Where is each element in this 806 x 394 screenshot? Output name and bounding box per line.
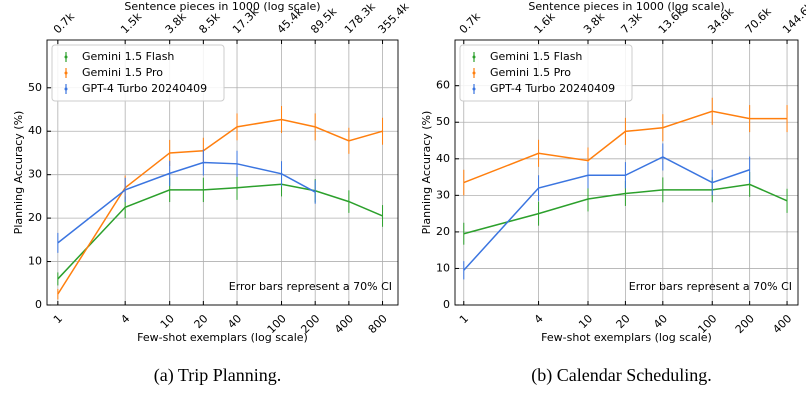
plot-frame <box>454 39 799 306</box>
legend-label: GPT-4 Turbo 20240409 <box>82 82 207 95</box>
y-tick-label: 40 <box>436 152 450 165</box>
x2-tick-label: 0.7k <box>51 10 78 37</box>
x2-tick-label: 178.3k <box>342 0 378 36</box>
legend-label: Gemini 1.5 Flash <box>82 50 174 63</box>
x-tick-label: 20 <box>192 312 211 331</box>
x-tick-label: 400 <box>332 312 356 336</box>
legend-swatch-dot <box>64 87 68 91</box>
x2-axis-label: Sentence pieces in 1000 (log scale) <box>124 0 320 13</box>
x2-tick-label: 1.5k <box>118 10 145 37</box>
x2-tick-label: 70.6k <box>743 5 774 36</box>
series-line <box>57 118 383 295</box>
x2-tick-label: 355.4k <box>376 0 412 36</box>
y-tick-label: 0 <box>443 298 450 311</box>
x2-tick-label: 0.7k <box>457 10 484 37</box>
x2-tick-label: 3.8k <box>581 10 608 37</box>
x-tick-label: 800 <box>366 312 390 336</box>
x2-axis-label: Sentence pieces in 1000 (log scale) <box>528 0 724 13</box>
x2-tick-label: 8.5k <box>196 10 223 37</box>
x2-tick-label: 144.6k <box>780 0 806 36</box>
legend-swatch-dot <box>472 55 476 59</box>
x-tick-label: 400 <box>770 312 794 336</box>
plot-frame <box>46 39 399 306</box>
y-tick-label: 20 <box>28 211 42 224</box>
series-line <box>57 183 383 280</box>
y-tick-label: 10 <box>436 261 450 274</box>
x-tick-label: 4 <box>532 312 546 326</box>
x-tick-label: 10 <box>576 312 595 331</box>
y-tick-label: 0 <box>35 298 42 311</box>
legend-label: Gemini 1.5 Flash <box>490 50 582 63</box>
x-tick-label: 200 <box>733 312 757 336</box>
x-axis-label: Few-shot exemplars (log scale) <box>541 331 712 344</box>
series-line <box>463 183 788 235</box>
y-tick-label: 30 <box>436 188 450 201</box>
legend-box <box>51 44 225 102</box>
legend-swatch-dot <box>472 87 476 91</box>
legend-label: Gemini 1.5 Pro <box>490 66 571 79</box>
x2-tick-label: 7.3k <box>618 10 645 37</box>
legend-swatch-dot <box>472 71 476 75</box>
y-tick-label: 50 <box>28 81 42 94</box>
annotation: Error bars represent a 70% CI <box>629 280 792 293</box>
y-tick-label: 50 <box>436 115 450 128</box>
x2-tick-label: 1.6k <box>532 10 559 37</box>
y-tick-label: 20 <box>436 225 450 238</box>
legend-swatch-dot <box>64 71 68 75</box>
x2-tick-label: 3.8k <box>163 10 190 37</box>
x-tick-label: 1 <box>51 312 65 326</box>
series-line <box>463 110 788 184</box>
y-axis-label: Planning Accuracy (%) <box>420 111 433 235</box>
x-axis-label: Few-shot exemplars (log scale) <box>137 331 308 344</box>
x-tick-label: 40 <box>225 312 244 331</box>
legend-label: GPT-4 Turbo 20240409 <box>490 82 615 95</box>
legend-box <box>459 44 633 102</box>
caption: (a) Trip Planning. <box>154 365 282 386</box>
y-tick-label: 40 <box>28 124 42 137</box>
x-tick-label: 10 <box>158 312 177 331</box>
series-line <box>463 156 750 271</box>
x-tick-label: 1 <box>457 312 471 326</box>
x-tick-label: 20 <box>614 312 633 331</box>
annotation: Error bars represent a 70% CI <box>229 280 392 293</box>
y-axis-label: Planning Accuracy (%) <box>12 111 25 235</box>
x-tick-label: 4 <box>118 312 132 326</box>
caption: (b) Calendar Scheduling. <box>531 365 711 386</box>
legend-label: Gemini 1.5 Pro <box>82 66 163 79</box>
x-tick-label: 40 <box>651 312 670 331</box>
y-tick-label: 60 <box>436 79 450 92</box>
y-tick-label: 30 <box>28 168 42 181</box>
legend-swatch-dot <box>64 55 68 59</box>
y-tick-label: 10 <box>28 255 42 268</box>
